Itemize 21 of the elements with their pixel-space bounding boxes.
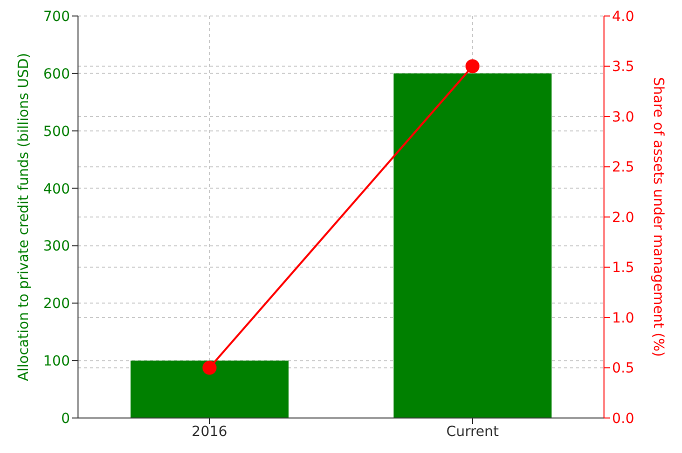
y-tick-label: 0 <box>61 410 70 427</box>
x-tick-label: Current <box>446 424 500 440</box>
y-tick-label: 600 <box>43 66 70 82</box>
y-tick-label: 300 <box>43 238 70 255</box>
y-tick-label: 500 <box>43 124 70 140</box>
y-tick-label: 200 <box>43 296 70 312</box>
y2-tick-label: 1.5 <box>612 260 634 276</box>
y-tick-label: 700 <box>43 8 70 25</box>
y2-tick-label: 4.0 <box>612 8 634 25</box>
y2-tick-label: 0.0 <box>612 410 634 427</box>
x-tick-label: 2016 <box>192 424 228 440</box>
y2-tick-label: 2.5 <box>612 160 634 176</box>
y-tick-label: 100 <box>43 354 70 370</box>
y-axis-title: Allocation to private credit funds (billions USD) <box>16 52 32 382</box>
y2-tick-label: 3.0 <box>612 109 634 126</box>
y2-tick-label: 3.5 <box>612 59 634 76</box>
y-tick-label: 400 <box>43 181 70 198</box>
y2-axis-title: Share of assets under management (%) <box>650 77 666 357</box>
y2-tick-label: 2.0 <box>612 210 634 226</box>
y2-tick-label: 1.0 <box>612 310 634 326</box>
y2-tick-label: 0.5 <box>612 360 634 377</box>
